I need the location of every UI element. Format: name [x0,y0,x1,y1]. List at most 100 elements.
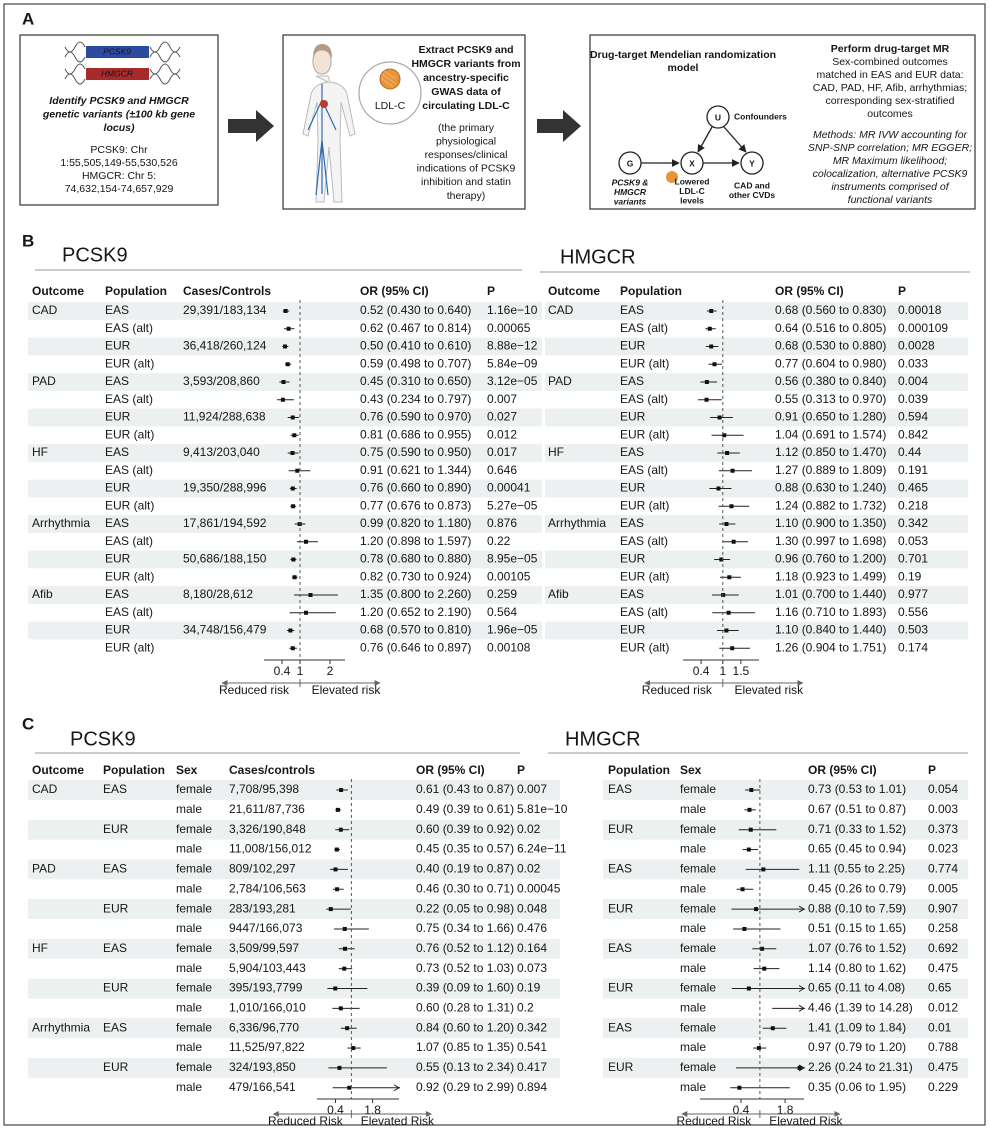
point-estimate [285,362,290,367]
cell-cases: 19,350/288,996 [183,481,267,495]
cell-population: EAS (alt) [620,321,668,335]
cell-population: EAS [105,445,129,459]
cell-p: 0.00108 [487,640,531,654]
gene-locus: 74,632,154-74,657,929 [65,183,174,195]
cell-label: 1.24 (0.882 to 1.732) [775,498,886,512]
cell-label: 1.30 (0.997 to 1.698) [775,534,886,548]
cell-label: 0.71 (0.33 to 1.52) [808,822,906,836]
forest-plot [697,309,756,651]
cell-cases: 3,509/99,597 [229,941,299,955]
point-estimate [304,539,308,544]
cell-label: 0.99 (0.820 to 1.180) [360,516,471,530]
row-band [603,780,968,800]
ci-arrow [393,1084,400,1092]
cell-label: 0.60 (0.28 to 1.31) [416,1001,514,1015]
cell-population: EUR [103,981,129,995]
cell-outcome: Afib [32,587,53,601]
row-band [603,819,968,840]
cell-population: EAS [620,374,644,388]
cell-sex: male [176,802,202,816]
cell-p: 0.556 [898,605,928,619]
cell-label: 0.77 (0.604 to 0.980) [775,356,886,370]
cell-sex: female [176,782,212,796]
forest-plot [326,788,400,1092]
extract-heading: HMGCR variants from [411,58,520,70]
dna-icons [64,41,181,85]
point-estimate [283,309,288,313]
cell-population: EAS [105,587,129,601]
point-estimate [290,486,295,491]
cell-p: 1.16e−10 [487,303,538,317]
cell-population: EUR [105,339,131,353]
cell-population: EUR [105,552,131,566]
cell-cases: 5,904/103,443 [229,961,306,975]
cell-label: 0.39 (0.09 to 1.60) [416,981,514,995]
cell-population: EUR [103,822,129,836]
point-estimate [709,309,714,313]
cell-p: 0.191 [898,463,928,477]
cell-p: 0.02 [517,822,541,836]
point-estimate [797,1065,802,1070]
cell-cases: 34,748/156,479 [183,623,267,637]
cell-p: 5.81e−10 [517,802,568,816]
point-estimate [742,926,747,931]
column-header: P [928,763,936,777]
point-estimate [286,326,291,331]
cell-label: 0.35 (0.06 to 1.95) [808,1080,906,1094]
point-estimate [746,847,751,852]
cell-label: 0.78 (0.680 to 0.880) [360,552,471,566]
point-estimate [351,1046,356,1051]
cell-p: 0.00045 [517,881,561,895]
row-band [28,938,560,959]
cell-cases: 6,336/96,770 [229,1020,299,1034]
table-title: PCSK9 [62,244,128,266]
cell-cases: 9,413/203,040 [183,445,260,459]
extract-heading: GWAS data of [431,86,501,98]
ldl-bubble [358,61,422,125]
cell-p: 0.012 [487,427,517,441]
cell-sex: male [680,1001,706,1015]
cell-population: EAS (alt) [105,392,153,406]
cell-label: 0.67 (0.51 to 0.87) [808,802,906,816]
cell-p: 0.594 [898,410,928,424]
cell-population: EUR (alt) [105,569,154,583]
cell-population: EAS [620,587,644,601]
cell-label: 0.61 (0.43 to 0.87) [416,782,514,796]
table-title: PCSK9 [70,728,136,750]
row-band [545,337,968,356]
gene-heading: genetic variants (±100 kb gene [42,108,195,120]
point-estimate [283,344,287,349]
cell-cases: 809/102,297 [229,862,296,876]
panel-label: A [22,9,34,28]
cell-population: EAS [608,862,632,876]
cell-p: 0.22 [487,534,511,548]
cell-label: 0.76 (0.660 to 0.890) [360,481,471,495]
cell-population: EUR (alt) [105,640,154,654]
risk-label: Elevated Risk [769,1114,843,1128]
cell-outcome: HF [32,941,48,955]
flow-arrow [537,110,581,142]
cell-p: 0.01 [928,1020,952,1034]
risk-label: Elevated risk [734,683,804,697]
cell-sex: female [176,941,212,955]
point-estimate [725,451,730,455]
point-estimate [292,575,297,580]
point-estimate [280,397,285,402]
cell-label: 0.82 (0.730 to 0.924) [360,569,471,583]
point-estimate [716,486,721,491]
cell-cases: 11,924/288,638 [183,410,266,424]
cell-p: 0.017 [487,445,517,459]
cell-p: 0.373 [928,822,958,836]
row-band [28,1057,560,1078]
cell-p: 0.894 [517,1080,547,1094]
column-header: Population [608,763,670,777]
gene-label: PCSK9 [103,46,131,56]
cell-label: 0.43 (0.234 to 0.797) [360,392,471,406]
cell-sex: female [176,901,212,915]
forest-plot [730,788,805,1090]
mr-methods: instruments comprised of [831,181,949,193]
point-estimate [761,867,766,872]
pcsk9-gene [86,46,149,58]
dag-node: U [715,112,721,122]
cell-label: 0.55 (0.313 to 0.970) [775,392,886,406]
